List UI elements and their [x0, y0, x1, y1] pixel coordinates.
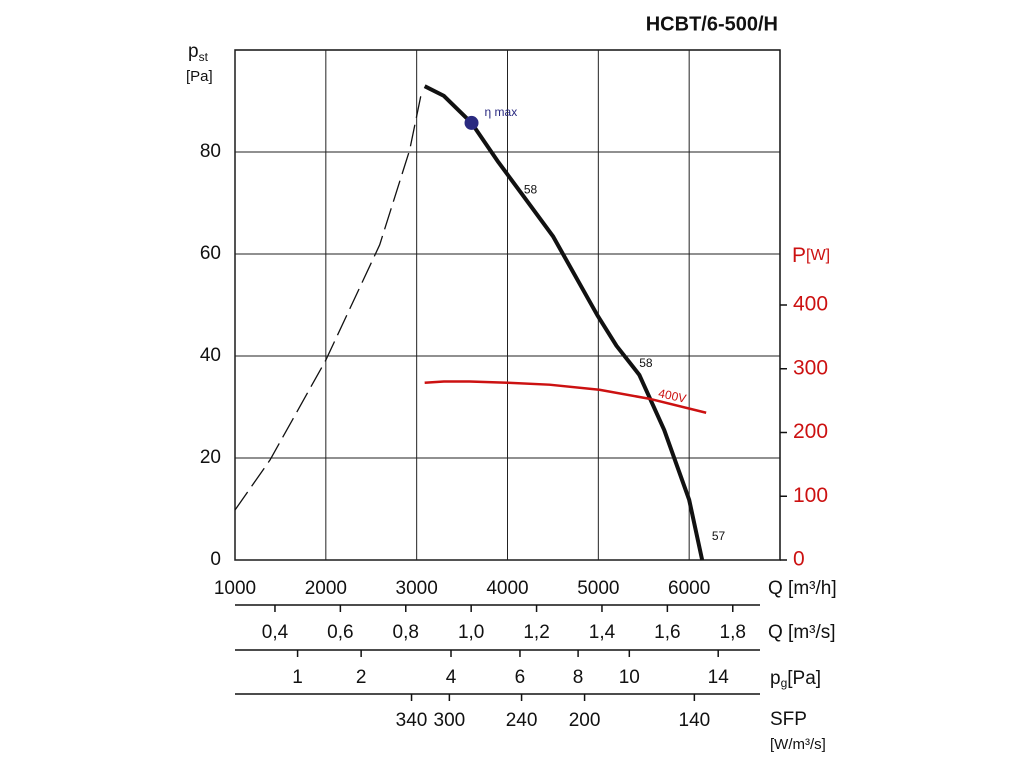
annotation: 57: [712, 529, 726, 543]
series-label: 400V: [657, 386, 687, 406]
series-line: [423, 84, 705, 561]
y-tick-label: 60: [200, 243, 221, 264]
y-axis-label: pst: [188, 41, 209, 64]
flow-m3s-label: Q [m³/s]: [768, 622, 836, 643]
chart-title: HCBT/6-500/H: [646, 13, 778, 35]
y2-tick-label: 300: [793, 356, 828, 379]
y-tick-label: 20: [200, 447, 221, 468]
scale-tick-label: 1,2: [523, 622, 549, 643]
scale-tick-label: 1,4: [589, 622, 616, 643]
x-tick-label: 2000: [305, 578, 347, 599]
scale-tick-label: 0,8: [393, 622, 419, 643]
y2-tick-label: 100: [793, 484, 828, 507]
sfp-unit: [W/m³/s]: [770, 736, 826, 753]
x-tick-label: 4000: [486, 578, 528, 599]
x-tick-label: 1000: [214, 578, 256, 599]
x-tick-label: 3000: [396, 578, 438, 599]
scale-tick-label: 300: [434, 710, 466, 731]
scale-tick-label: 0,6: [327, 622, 353, 643]
scale-tick-label: 2: [356, 667, 367, 688]
y-axis-unit: [Pa]: [186, 68, 213, 85]
scale-tick-label: 140: [679, 710, 711, 731]
y2-tick-label: 400: [793, 293, 828, 316]
y-tick-label: 40: [200, 345, 221, 366]
y2-tick-label: 200: [793, 420, 828, 443]
x-tick-label: 5000: [577, 578, 619, 599]
annotation: 58: [524, 182, 538, 196]
y-tick-label: 80: [200, 141, 221, 162]
scale-tick-label: 200: [569, 710, 601, 731]
sfp-label: SFP: [770, 709, 807, 730]
scale-tick-label: 1,6: [654, 622, 680, 643]
scale-tick-label: 8: [573, 667, 584, 688]
scale-tick-label: 340: [396, 710, 428, 731]
eta-max-point: [464, 115, 479, 130]
scale-tick-label: 14: [708, 667, 730, 688]
pg-label: pg[Pa]: [770, 668, 821, 690]
scale-tick-label: 1: [292, 667, 303, 688]
scale-tick-label: 240: [506, 710, 538, 731]
y2-tick-label: 0: [793, 548, 805, 571]
scale-tick-label: 4: [446, 667, 457, 688]
scale-tick-label: 1,8: [720, 622, 746, 643]
eta-max-label: η max: [485, 105, 518, 119]
scale-tick-label: 6: [515, 667, 526, 688]
series-line: [234, 91, 423, 511]
y2-axis-label: P[W]: [792, 244, 830, 267]
scale-tick-label: 10: [619, 667, 640, 688]
y-tick-label: 0: [210, 549, 221, 570]
series-line: [424, 380, 707, 414]
x-tick-label: 6000: [668, 578, 710, 599]
annotation: 58: [639, 356, 653, 370]
scale-tick-label: 0,4: [262, 622, 289, 643]
scale-tick-label: 1,0: [458, 622, 484, 643]
x-axis-label: Q [m³/h]: [768, 578, 837, 599]
